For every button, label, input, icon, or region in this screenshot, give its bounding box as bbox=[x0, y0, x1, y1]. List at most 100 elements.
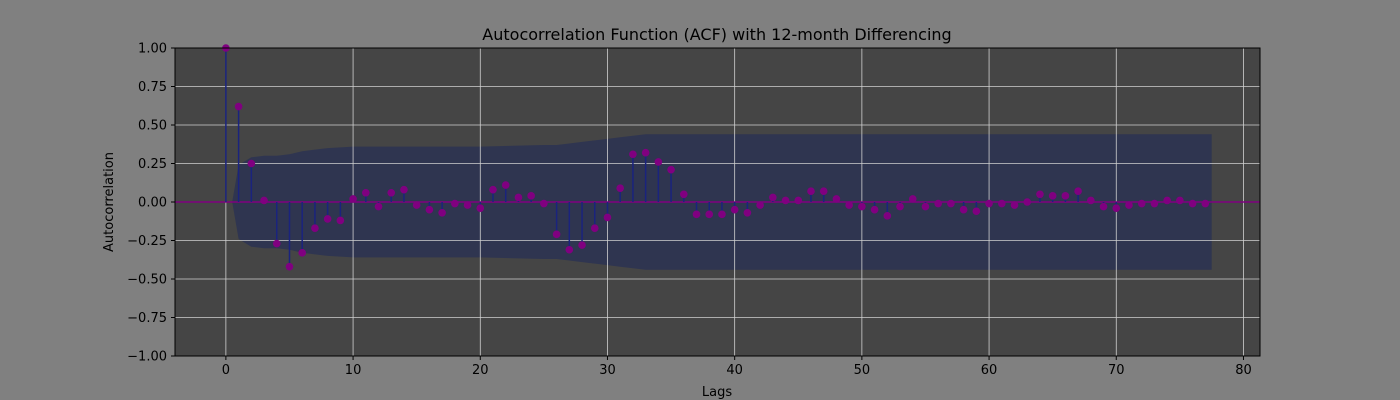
acf-marker bbox=[400, 185, 408, 194]
acf-marker bbox=[603, 213, 612, 222]
acf-marker bbox=[819, 187, 828, 196]
y-tick-label: −0.25 bbox=[127, 234, 167, 249]
acf-marker bbox=[1150, 199, 1159, 208]
acf-marker bbox=[641, 148, 650, 157]
acf-marker bbox=[260, 196, 268, 205]
acf-marker bbox=[514, 193, 523, 202]
acf-marker bbox=[463, 201, 472, 209]
acf-marker bbox=[934, 199, 942, 208]
acf-marker bbox=[616, 184, 624, 192]
acf-marker bbox=[349, 195, 357, 203]
y-tick-label: 0.00 bbox=[138, 196, 167, 211]
acf-marker bbox=[1087, 196, 1095, 205]
acf-marker bbox=[1188, 199, 1197, 208]
acf-marker bbox=[438, 208, 446, 217]
acf-marker bbox=[947, 199, 955, 208]
acf-marker bbox=[476, 204, 485, 212]
acf-marker bbox=[769, 193, 777, 202]
acf-marker bbox=[1023, 198, 1032, 206]
acf-marker bbox=[667, 165, 675, 174]
acf-marker bbox=[705, 210, 714, 219]
acf-marker bbox=[1112, 204, 1121, 212]
acf-marker bbox=[425, 205, 434, 214]
acf-marker bbox=[578, 241, 586, 249]
acf-marker bbox=[1125, 201, 1133, 209]
acf-marker bbox=[959, 205, 968, 214]
acf-marker bbox=[1074, 187, 1082, 196]
x-tick-label: 80 bbox=[1235, 363, 1252, 378]
acf-marker bbox=[730, 205, 739, 214]
y-tick-label: −0.50 bbox=[127, 273, 167, 288]
acf-marker bbox=[629, 150, 637, 159]
acf-marker bbox=[845, 201, 853, 209]
acf-marker bbox=[1036, 190, 1044, 199]
x-tick-label: 0 bbox=[222, 363, 230, 378]
y-tick-label: 0.75 bbox=[138, 80, 167, 95]
acf-marker bbox=[1163, 196, 1171, 205]
acf-marker bbox=[311, 224, 319, 232]
y-tick-label: −1.00 bbox=[127, 350, 167, 365]
acf-marker bbox=[527, 192, 535, 200]
acf-marker bbox=[654, 158, 663, 166]
acf-marker bbox=[807, 187, 815, 196]
acf-marker bbox=[323, 215, 332, 223]
acf-marker bbox=[234, 102, 243, 111]
acf-marker bbox=[1099, 202, 1108, 211]
acf-marker bbox=[1048, 192, 1057, 200]
acf-marker bbox=[565, 245, 574, 254]
y-tick-label: 0.25 bbox=[138, 157, 167, 172]
acf-marker bbox=[718, 210, 726, 219]
acf-marker bbox=[451, 199, 459, 208]
acf-marker bbox=[412, 201, 421, 209]
x-tick-label: 60 bbox=[981, 363, 998, 378]
acf-marker bbox=[387, 188, 396, 197]
x-tick-label: 20 bbox=[472, 363, 489, 378]
acf-marker bbox=[298, 249, 306, 257]
x-tick-label: 10 bbox=[345, 363, 362, 378]
acf-marker bbox=[883, 212, 892, 220]
x-tick-label: 40 bbox=[726, 363, 743, 378]
acf-marker bbox=[1061, 192, 1070, 200]
acf-marker bbox=[692, 210, 701, 219]
acf-marker bbox=[1176, 196, 1184, 205]
acf-marker bbox=[781, 196, 790, 205]
x-tick-label: 70 bbox=[1108, 363, 1125, 378]
acf-marker bbox=[679, 190, 688, 199]
acf-marker bbox=[794, 196, 803, 205]
acf-marker bbox=[361, 188, 370, 197]
acf-marker bbox=[743, 208, 752, 217]
y-tick-label: −0.75 bbox=[127, 311, 167, 326]
acf-marker bbox=[540, 199, 548, 208]
y-tick-label: 1.00 bbox=[138, 42, 167, 57]
acf-marker bbox=[501, 181, 510, 189]
acf-marker bbox=[870, 205, 879, 214]
x-tick-label: 30 bbox=[599, 363, 616, 378]
acf-marker bbox=[336, 216, 345, 225]
x-axis-ticks: 0 10 20 30 40 50 60 70 80 bbox=[222, 356, 1252, 378]
x-axis-label: Lags bbox=[702, 385, 732, 400]
acf-marker bbox=[1201, 199, 1210, 208]
acf-marker bbox=[374, 202, 383, 211]
acf-marker bbox=[285, 262, 294, 271]
acf-marker bbox=[756, 201, 764, 209]
x-tick-label: 50 bbox=[854, 363, 871, 378]
y-tick-label: 0.50 bbox=[138, 119, 167, 134]
acf-marker bbox=[552, 230, 561, 239]
acf-marker bbox=[832, 195, 841, 203]
acf-marker bbox=[972, 207, 981, 216]
acf-marker bbox=[1010, 201, 1019, 209]
acf-marker bbox=[896, 202, 904, 211]
acf-markers bbox=[222, 44, 1210, 271]
chart-title: Autocorrelation Function (ACF) with 12-m… bbox=[482, 25, 951, 44]
acf-marker bbox=[908, 195, 917, 203]
acf-marker bbox=[247, 159, 256, 168]
acf-marker bbox=[272, 239, 281, 248]
acf-marker bbox=[858, 202, 866, 211]
acf-marker bbox=[985, 199, 993, 208]
acf-marker bbox=[590, 224, 599, 232]
acf-marker bbox=[921, 202, 930, 211]
acf-marker bbox=[997, 199, 1006, 208]
y-axis-ticks: −1.00 −0.75 −0.50 −0.25 0.00 0.25 0.50 0.75 1.00 bbox=[127, 42, 175, 365]
